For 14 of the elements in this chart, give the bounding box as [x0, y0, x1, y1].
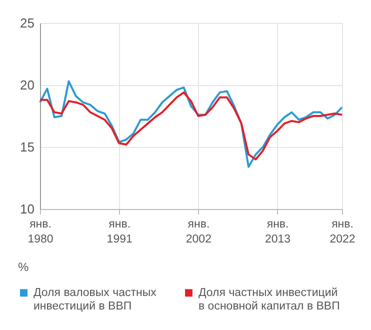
y-tick-label: 10 — [20, 202, 34, 216]
x-tick-label: янв. 1980 — [28, 218, 54, 246]
x-tick-label: янв. 2013 — [264, 218, 291, 246]
line-series — [39, 91, 343, 160]
y-tick-label: 20 — [20, 78, 34, 92]
y-axis-title: % — [18, 260, 29, 274]
x-tick-label: янв. 1991 — [106, 218, 132, 246]
y-tick-label: 15 — [20, 140, 34, 154]
y-tick-label: 25 — [20, 16, 34, 30]
x-tick-label: янв. 2002 — [186, 218, 212, 246]
legend-label: Доля валовых частных инвестиций в ВВП — [34, 286, 157, 312]
x-tick-label: янв. 2022 — [330, 218, 356, 246]
line-series — [39, 80, 343, 168]
legend-label: Доля частных инвестиций в основной капитал в ВВП — [198, 286, 340, 312]
